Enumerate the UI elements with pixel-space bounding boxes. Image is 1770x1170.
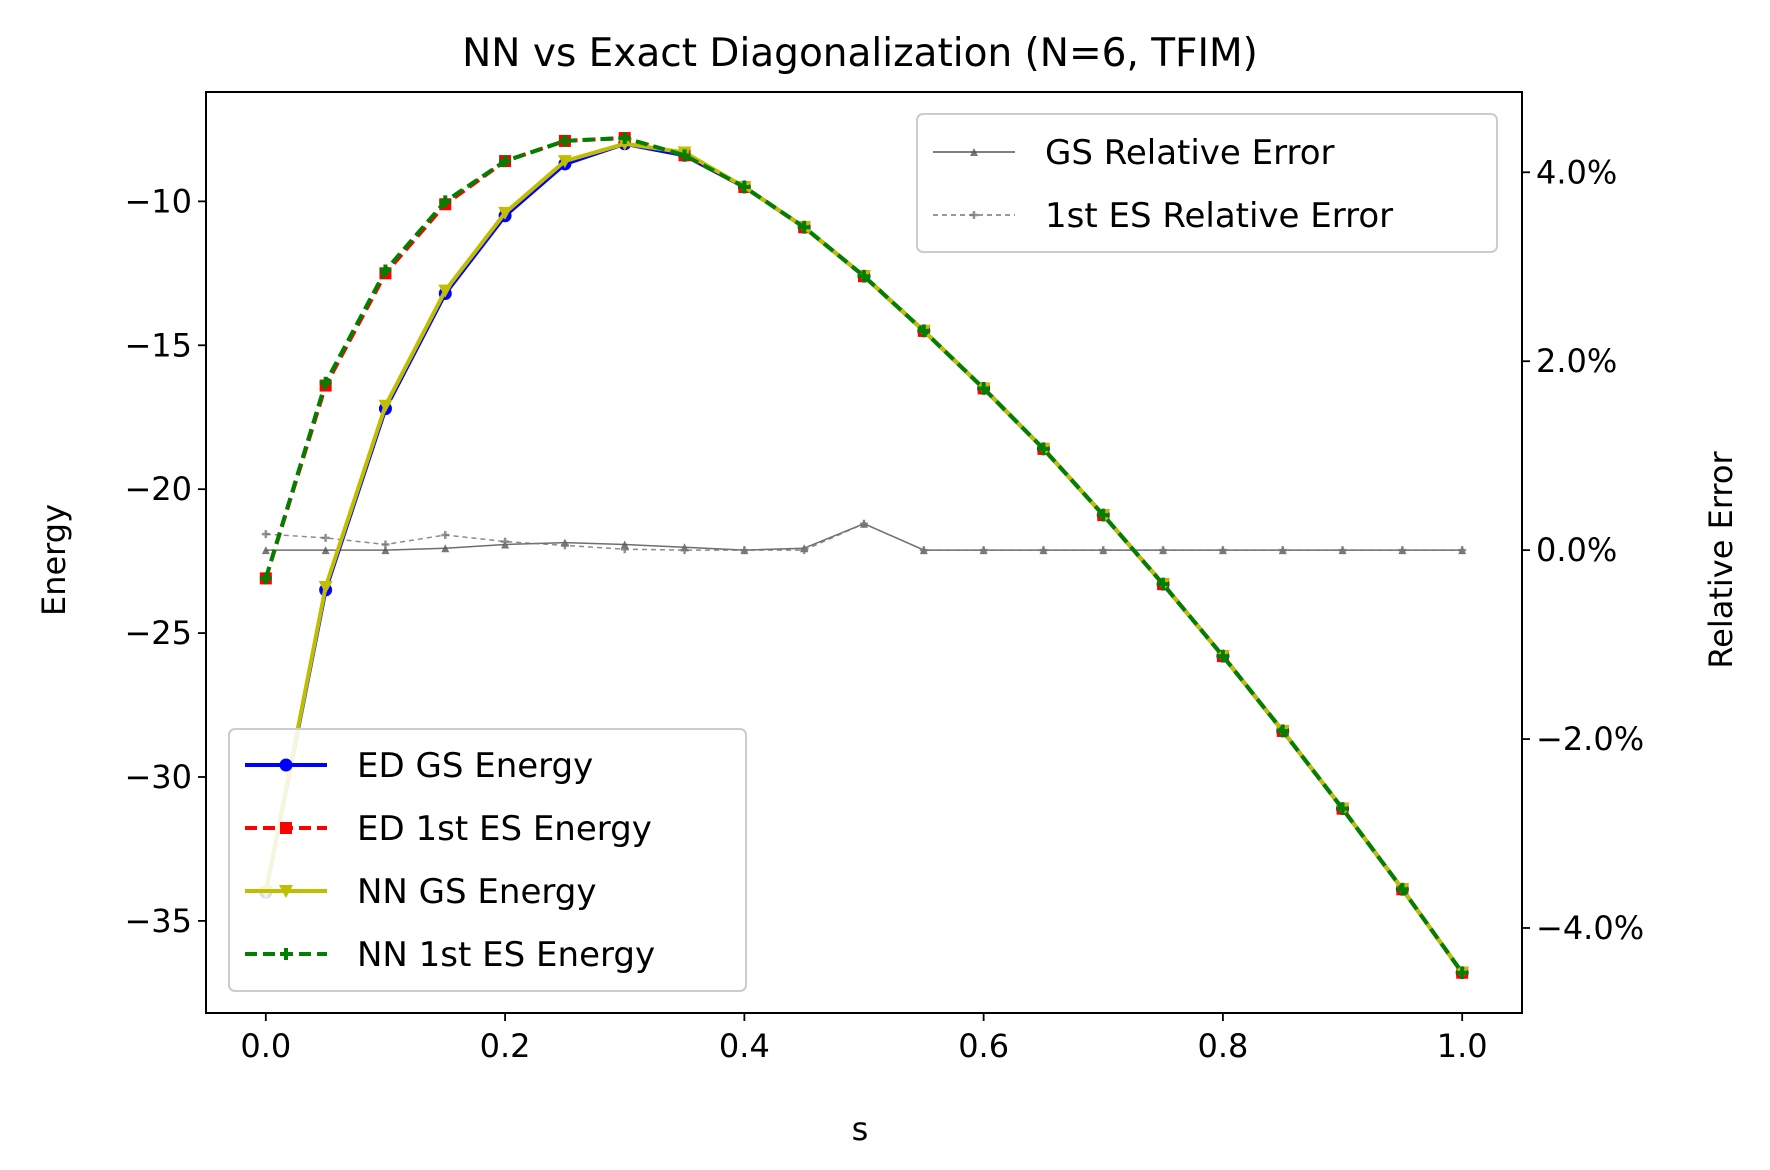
data-point [919,546,928,555]
legend-frame [916,113,1498,253]
data-point [917,324,930,337]
data-point [738,180,751,193]
x-tick-label: 0.8 [1197,1027,1248,1065]
data-point [1398,546,1407,555]
data-point [1097,509,1110,522]
y2-tick-label: 2.0% [1536,342,1617,380]
legend-energy: ED GS Energy ED 1st ES Energy NN GS Energy… [228,728,747,992]
data-point [441,544,450,553]
legend-label: NN GS Energy [357,872,596,912]
data-point [1278,546,1287,555]
data-point [1336,802,1349,815]
legend-label: ED 1st ES Energy [357,809,652,849]
data-point [439,195,452,208]
data-point [261,530,270,539]
data-point [798,221,811,234]
series-line [263,136,1464,974]
data-point [680,546,689,555]
data-point [800,546,809,555]
legend-label: NN 1st ES Energy [357,935,655,975]
data-point [1276,724,1289,737]
y-tick-label: −25 [124,614,192,652]
legend-label: 1st ES Relative Error [1045,196,1393,236]
data-point [498,206,513,220]
data-point [1456,966,1469,979]
y2-tick-label: −2.0% [1536,720,1644,758]
y-tick-label: −15 [124,326,192,364]
data-point [379,264,392,277]
data-point [1037,442,1050,455]
data-point [860,519,868,528]
data-point [259,572,272,585]
data-point [979,546,988,555]
data-point [499,155,512,168]
plot-area [258,132,1470,980]
data-point [321,546,330,555]
y2-tick-label: −4.0% [1536,909,1644,947]
data-point [1159,546,1168,555]
y-tick-label: −35 [124,902,192,940]
series-1st-es-relative-error [261,519,1467,555]
y-tick-label: −20 [124,470,192,508]
y2-tick-label: 0.0% [1536,531,1617,569]
series-nn-1st-es-energy [259,132,1469,979]
data-point [1099,546,1108,555]
x-tick-label: 0.4 [719,1027,770,1065]
data-point [441,531,450,540]
legend-marker [279,885,293,898]
y-tick-label: −30 [124,758,192,796]
chart-title: NN vs Exact Diagonalization (N=6, TFIM) [462,31,1258,76]
legend-marker [280,948,292,960]
y2-axis-label: Relative Error [1702,451,1740,669]
data-point [318,581,333,595]
x-tick-label: 0.6 [958,1027,1009,1065]
data-point [1218,546,1227,555]
data-point [678,149,691,162]
legend-marker [970,148,978,156]
data-point [977,382,990,395]
legends: GS Relative Error 1st ES Relative Error ED… [228,113,1498,992]
legend-relative-error: GS Relative Error 1st ES Relative Error [916,113,1498,253]
data-point [1157,578,1170,591]
legend-label: ED GS Energy [357,746,593,786]
y-axis-label: Energy [35,504,73,616]
data-point [1396,883,1409,896]
data-point [438,284,453,298]
data-point [858,270,870,283]
data-point [620,540,629,549]
legend-marker [279,758,293,772]
data-point [560,541,569,550]
data-point [378,399,393,413]
data-point [557,155,572,169]
data-point [381,546,390,555]
data-point [558,134,571,147]
data-point [620,545,629,554]
data-point [381,540,390,549]
data-point [618,132,631,145]
x-axis-label: s [852,1110,869,1148]
axes-frame [205,91,1523,1014]
data-point [501,537,510,546]
data-point [1216,650,1229,663]
data-point [1338,546,1347,555]
data-point [319,376,332,389]
data-point [1039,546,1048,555]
x-tick-label: 1.0 [1437,1027,1488,1065]
data-point [1458,546,1467,555]
data-point [740,546,749,555]
legend-marker [970,211,978,219]
y-tick-label: −10 [124,182,192,220]
x-tick-label: 0.2 [480,1027,531,1065]
legend-frame [228,728,747,992]
axes: 0.0 0.2 0.4 0.6 0.8 1.0 −10 −15 −20 −25 −30 −35 4.0%… [124,91,1644,1065]
legend-marker [280,822,292,834]
legend-label: GS Relative Error [1045,133,1335,173]
y2-tick-label: 4.0% [1536,153,1617,191]
data-point [321,533,330,542]
data-point [261,546,270,555]
x-tick-label: 0.0 [240,1027,291,1065]
